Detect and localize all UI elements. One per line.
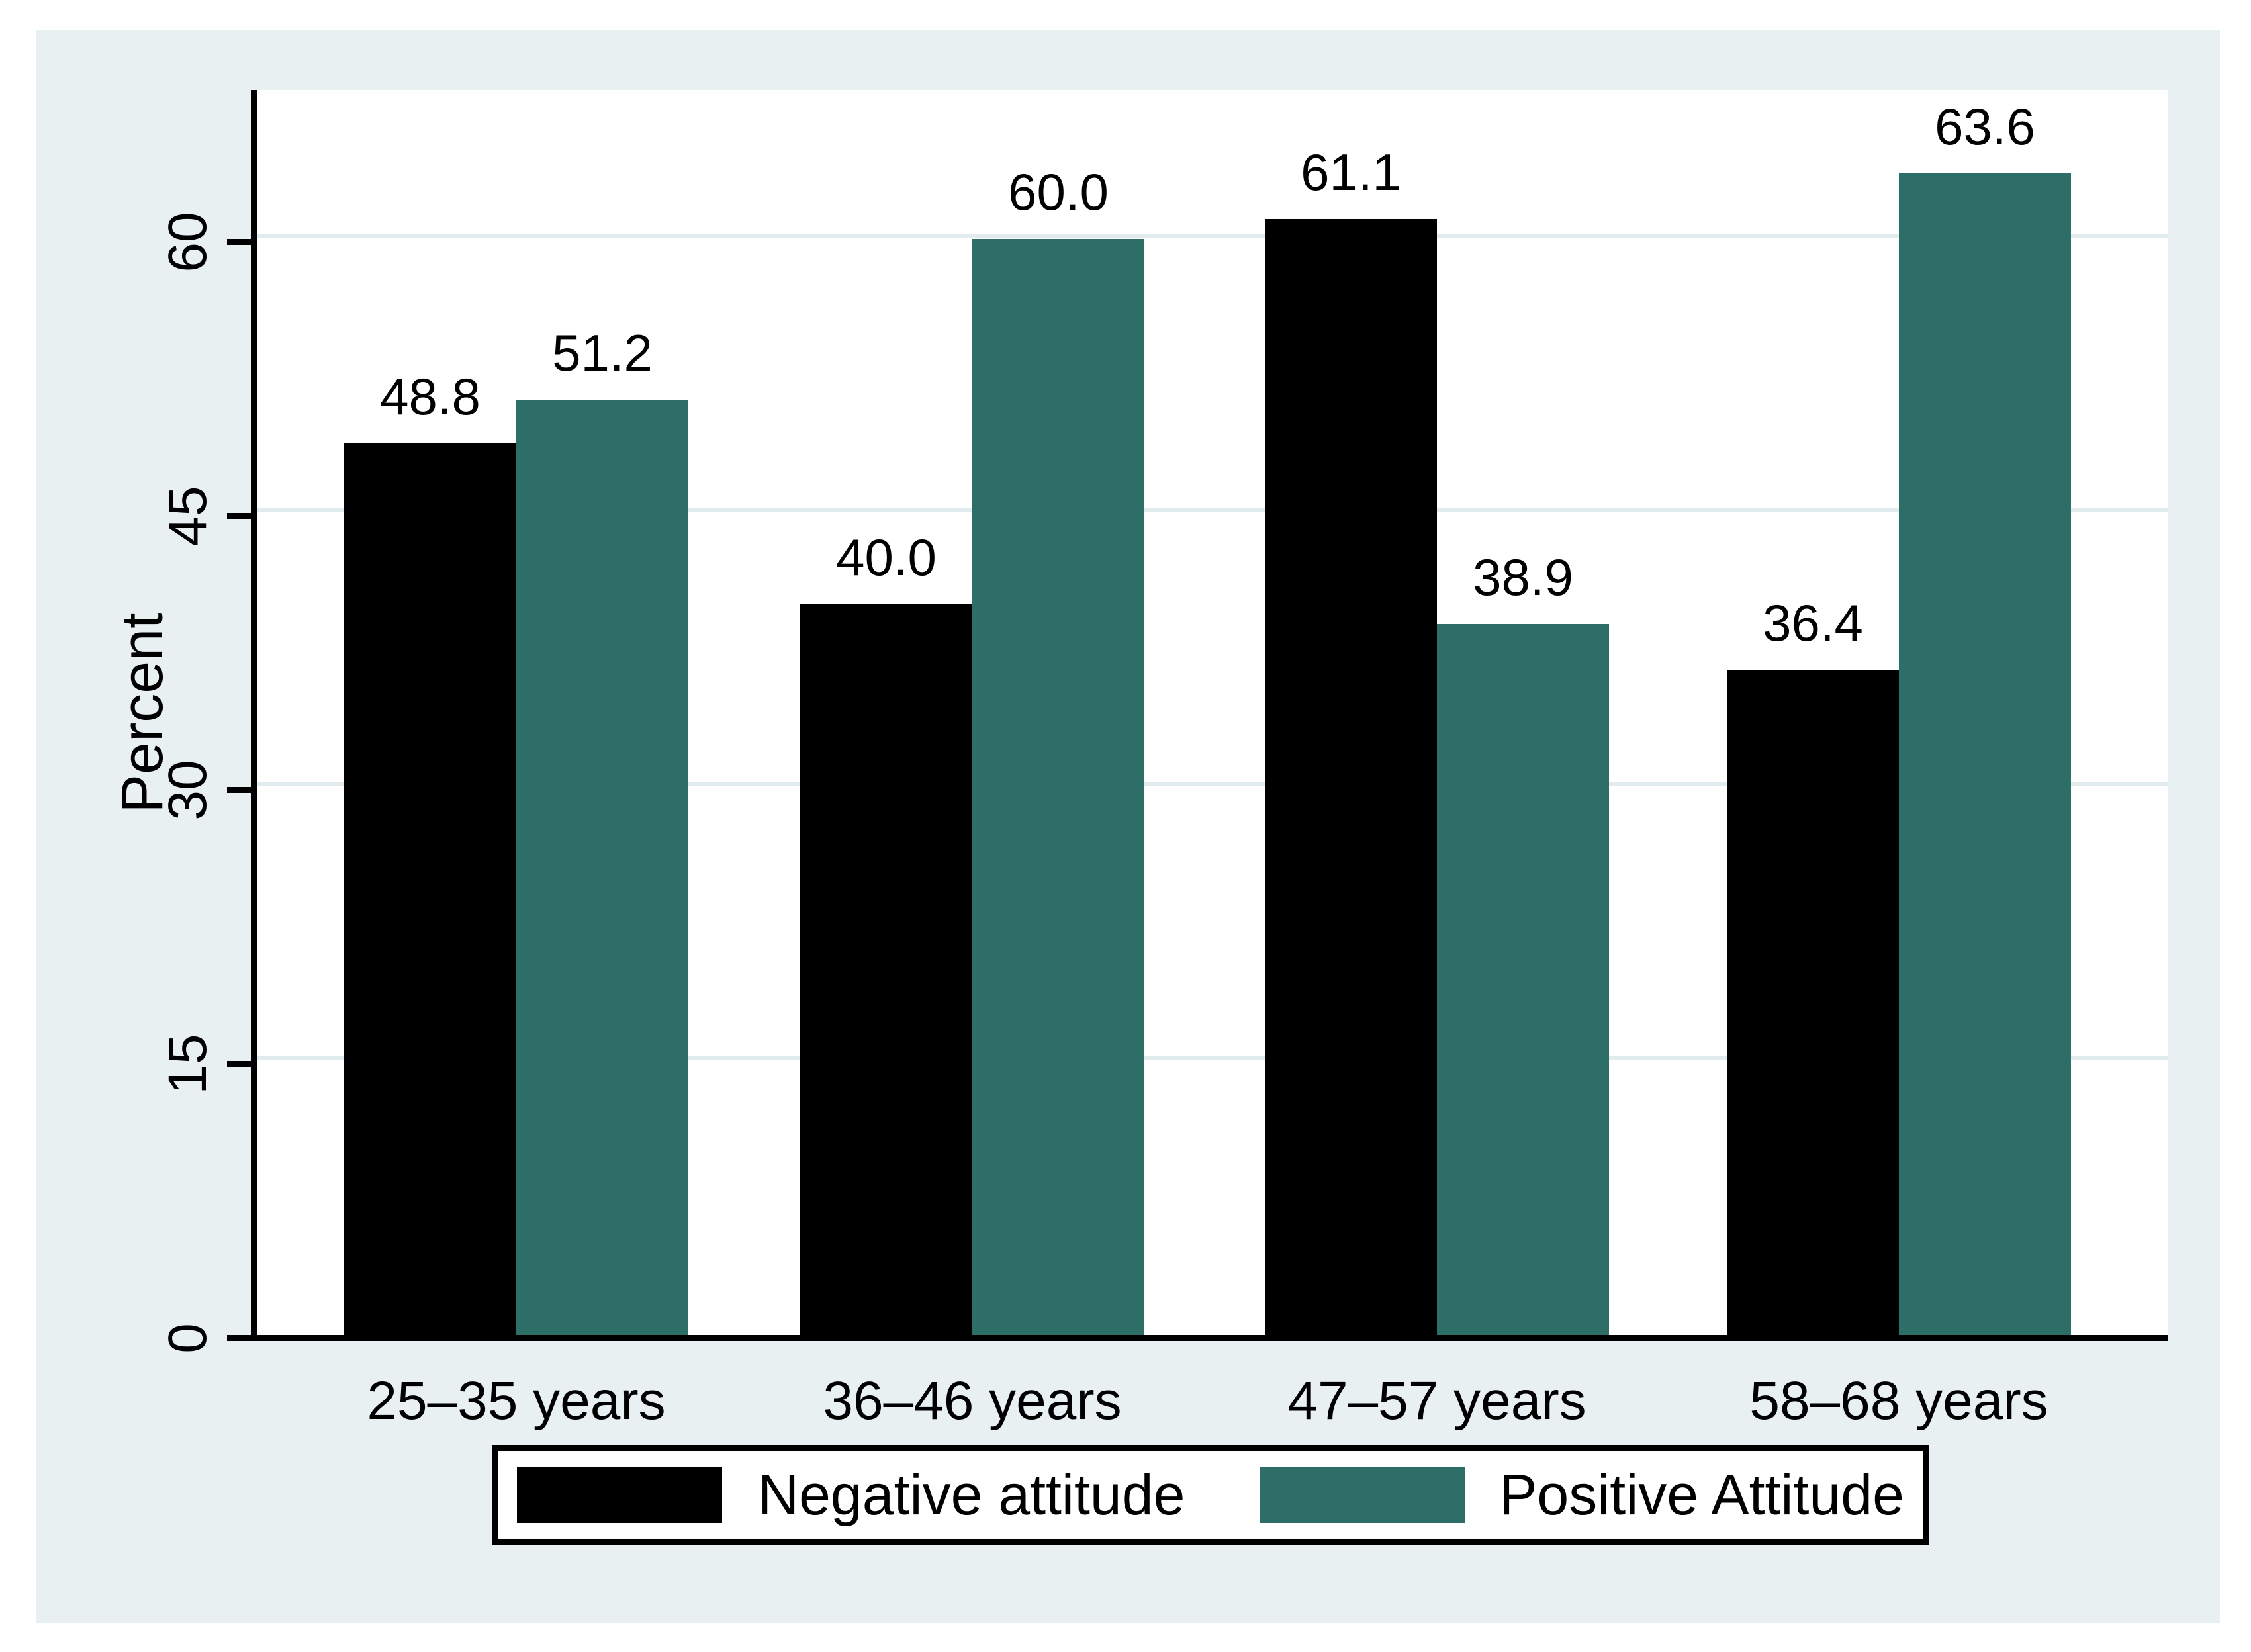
y-tick-15 bbox=[227, 1061, 251, 1067]
bar-positive-4 bbox=[1899, 173, 2071, 1335]
legend-label-negative: Negative attitude bbox=[758, 1463, 1185, 1527]
x-label-3: 47–57 years bbox=[1287, 1371, 1586, 1431]
value-label-negative-1: 48.8 bbox=[380, 367, 481, 426]
value-label-positive-1: 51.2 bbox=[552, 323, 653, 382]
bar-negative-2 bbox=[800, 604, 972, 1335]
value-label-positive-3: 38.9 bbox=[1473, 548, 1573, 607]
y-tick-60 bbox=[227, 239, 251, 245]
chart-figure: 48.8 51.2 40.0 60.0 61.1 38.9 36.4 63.6 0 15 30 45… bbox=[36, 30, 2220, 1623]
y-tick-30 bbox=[227, 787, 251, 793]
bar-positive-1 bbox=[516, 399, 688, 1335]
value-label-negative-2: 40.0 bbox=[836, 528, 937, 586]
value-label-negative-4: 36.4 bbox=[1763, 594, 1863, 653]
y-tick-label-60: 60 bbox=[158, 211, 218, 273]
y-tick-0 bbox=[227, 1335, 251, 1341]
value-label-positive-4: 63.6 bbox=[1935, 97, 2035, 156]
x-label-1: 25–35 years bbox=[367, 1371, 666, 1431]
legend-label-positive: Positive Attitude bbox=[1499, 1463, 1904, 1527]
legend-swatch-negative bbox=[517, 1467, 722, 1523]
bar-negative-4 bbox=[1727, 670, 1899, 1335]
y-tick-45 bbox=[227, 513, 251, 519]
gridline-60 bbox=[257, 234, 2168, 238]
bar-positive-2 bbox=[972, 239, 1144, 1335]
x-label-2: 36–46 years bbox=[823, 1371, 1122, 1431]
y-tick-label-15: 15 bbox=[158, 1033, 218, 1095]
value-label-positive-2: 60.0 bbox=[1008, 163, 1109, 221]
legend: Negative attitude Positive Attitude bbox=[492, 1445, 1929, 1545]
y-tick-label-45: 45 bbox=[158, 485, 218, 547]
bar-positive-3 bbox=[1437, 624, 1609, 1335]
bar-negative-1 bbox=[344, 443, 516, 1335]
bar-negative-3 bbox=[1265, 218, 1437, 1335]
value-label-negative-3: 61.1 bbox=[1301, 142, 1401, 201]
y-axis-title: Percent bbox=[109, 612, 175, 813]
plot-area: 48.8 51.2 40.0 60.0 61.1 38.9 36.4 63.6 bbox=[251, 90, 2168, 1341]
legend-swatch-positive bbox=[1260, 1467, 1465, 1523]
x-label-4: 58–68 years bbox=[1749, 1371, 2048, 1431]
y-tick-label-0: 0 bbox=[158, 1322, 218, 1354]
